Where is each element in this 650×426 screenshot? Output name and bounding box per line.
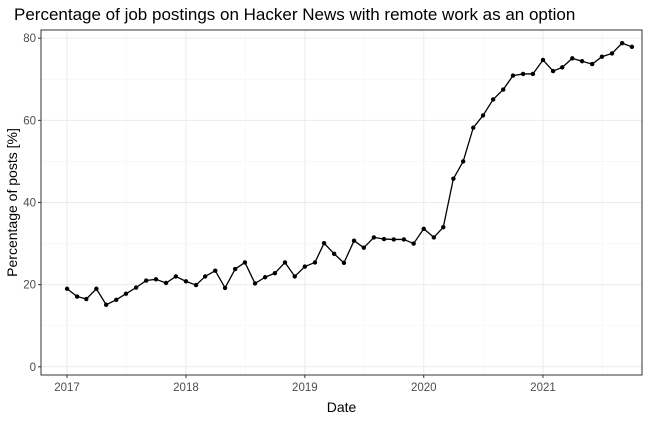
y-tick-label: 20 (23, 280, 36, 292)
y-tick-label: 80 (23, 33, 36, 45)
x-tick-label: 2018 (173, 382, 199, 394)
data-point (292, 274, 297, 279)
data-point (559, 65, 565, 70)
data-point (579, 59, 585, 64)
data-point (232, 266, 238, 272)
data-point (431, 235, 437, 240)
data-point (391, 237, 396, 242)
x-axis-title: Date (327, 399, 357, 415)
data-point (510, 73, 516, 78)
data-point (222, 285, 228, 291)
x-tick-label: 2020 (411, 382, 437, 394)
x-tick-label: 2021 (530, 382, 556, 394)
data-point (242, 260, 248, 265)
data-point (173, 274, 179, 279)
data-point (94, 286, 99, 291)
data-point (64, 286, 70, 291)
data-point (401, 237, 407, 242)
data-point (123, 291, 129, 296)
data-point (213, 268, 218, 273)
data-point (629, 44, 635, 50)
data-point (84, 296, 89, 302)
data-point (361, 245, 367, 250)
data-point (272, 270, 278, 276)
data-point (331, 251, 337, 257)
data-point (183, 279, 189, 284)
data-point (163, 280, 169, 286)
data-point (202, 274, 208, 279)
data-point (619, 40, 625, 46)
data-point (451, 176, 456, 181)
data-point (302, 264, 308, 269)
data-point (599, 54, 605, 59)
data-point (103, 302, 109, 307)
data-point (609, 51, 615, 56)
chart-title: Percentage of job postings on Hacker New… (14, 5, 575, 24)
data-point (589, 61, 595, 67)
data-point (421, 226, 426, 231)
data-point (460, 159, 466, 164)
data-point (570, 56, 575, 61)
x-axis: 2017 2018 2019 2020 2021 (54, 375, 556, 394)
data-point (471, 125, 476, 130)
series-layer (64, 40, 635, 307)
x-tick-label: 2017 (54, 382, 80, 394)
data-point (341, 260, 347, 266)
data-point (193, 282, 199, 288)
data-point (480, 113, 486, 118)
data-point (381, 236, 387, 242)
data-point (321, 240, 327, 246)
data-point (441, 224, 446, 230)
data-point (501, 87, 506, 92)
data-point (351, 238, 357, 243)
data-point (371, 235, 377, 240)
major-gridlines (41, 30, 642, 375)
data-point (133, 285, 139, 290)
data-point (530, 71, 536, 77)
data-point (252, 281, 258, 286)
data-point (490, 97, 496, 102)
data-point (312, 260, 318, 265)
data-point (114, 297, 119, 303)
data-point (144, 278, 149, 283)
y-axis-title: Percentage of posts [%] (4, 128, 20, 277)
data-point (550, 68, 556, 74)
y-tick-label: 60 (23, 115, 36, 127)
data-point (74, 294, 80, 299)
y-axis: 0 20 40 60 80 (23, 33, 41, 374)
data-point (540, 57, 546, 63)
x-tick-label: 2019 (292, 382, 318, 394)
y-tick-label: 0 (30, 362, 36, 374)
data-point (411, 241, 416, 246)
series-line (66, 42, 633, 306)
data-point (520, 71, 526, 77)
y-tick-label: 40 (23, 198, 36, 210)
data-point (262, 275, 268, 280)
data-point (282, 260, 288, 265)
data-point (153, 277, 159, 282)
